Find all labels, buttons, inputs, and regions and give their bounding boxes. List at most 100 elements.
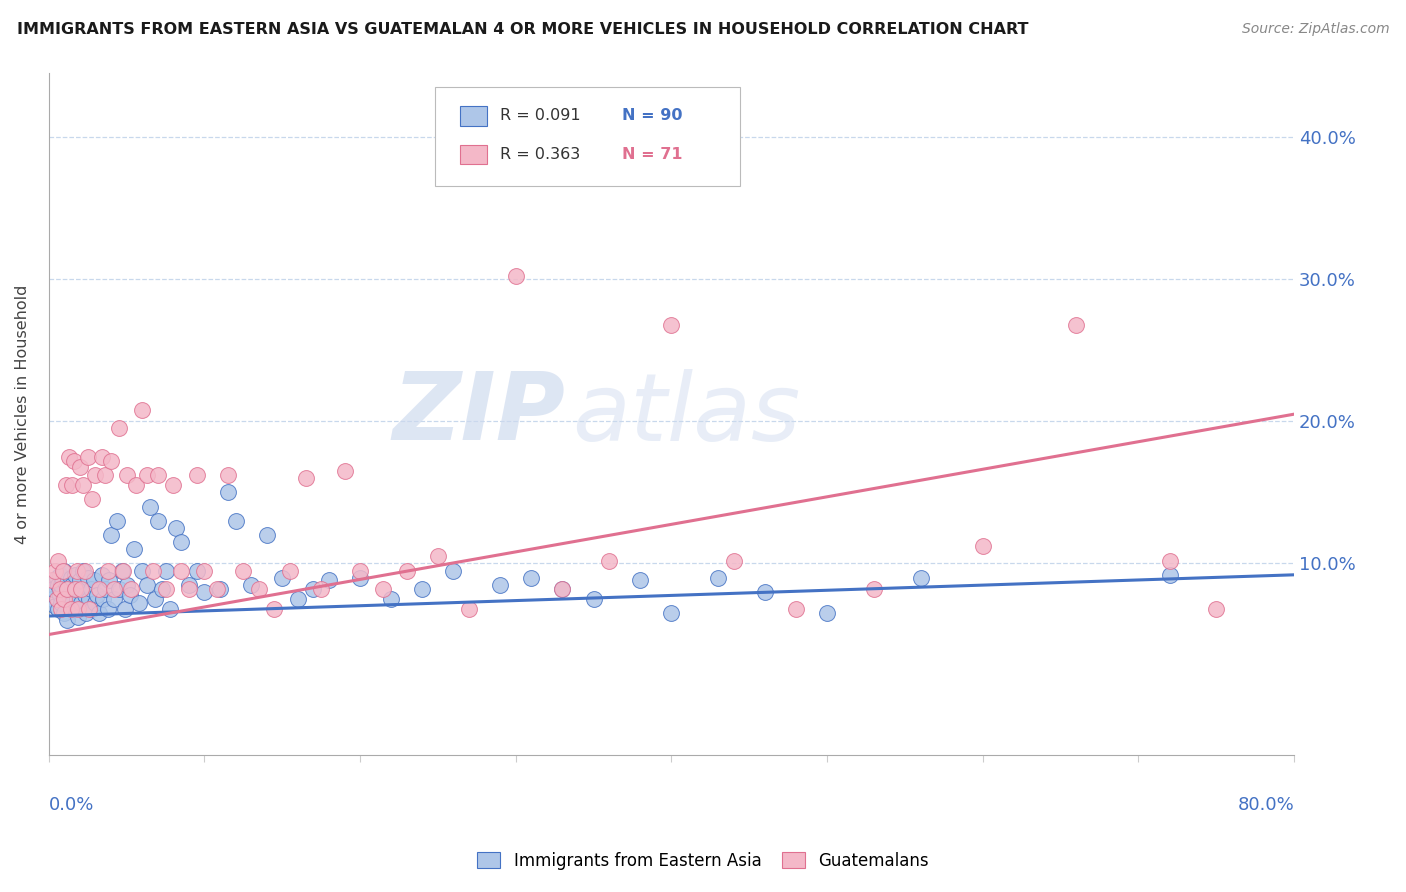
Point [51, 578, 73, 592]
Point [131, 564, 153, 578]
Point [76, 571, 98, 585]
Point [41, 591, 63, 606]
Point [225, 514, 247, 528]
Point [48, 582, 70, 596]
Point [131, 403, 153, 417]
Point [87, 606, 110, 620]
Point [165, 521, 187, 535]
Point [395, 564, 418, 578]
Point [48, 588, 70, 602]
Point [598, 553, 620, 567]
Point [309, 582, 332, 596]
Point [103, 591, 125, 606]
Point [103, 582, 125, 596]
Point [58, 588, 80, 602]
Point [661, 606, 683, 620]
Point [193, 564, 215, 578]
Point [94, 468, 117, 483]
Point [707, 571, 730, 585]
Point [83, 574, 105, 588]
Point [520, 571, 543, 585]
Point [118, 588, 141, 602]
Point [97, 564, 120, 578]
Point [443, 564, 465, 578]
Y-axis label: 4 or more Vehicles in Household: 4 or more Vehicles in Household [15, 285, 30, 544]
Point [53, 564, 76, 578]
Point [84, 468, 107, 483]
Point [60, 578, 83, 592]
Point [56, 582, 79, 596]
Point [63, 567, 86, 582]
Point [90, 450, 112, 464]
Point [55, 478, 77, 492]
Point [910, 571, 932, 585]
Point [52, 564, 75, 578]
Point [135, 468, 157, 483]
Point [62, 602, 84, 616]
Point [170, 564, 193, 578]
Point [205, 582, 228, 596]
Point [112, 564, 135, 578]
Point [82, 602, 104, 616]
Point [177, 578, 200, 592]
Point [505, 269, 527, 284]
Point [114, 602, 136, 616]
Point [146, 468, 169, 483]
Point [551, 582, 574, 596]
Point [349, 571, 371, 585]
Point [44, 564, 66, 578]
Legend: Immigrants from Eastern Asia, Guatemalans: Immigrants from Eastern Asia, Guatemalan… [471, 846, 935, 877]
Point [82, 492, 104, 507]
Point [373, 582, 395, 596]
Point [48, 567, 70, 582]
Point [75, 606, 97, 620]
Point [232, 564, 254, 578]
Text: N = 90: N = 90 [621, 109, 682, 123]
Point [723, 553, 745, 567]
Point [100, 528, 122, 542]
Point [56, 582, 79, 596]
Point [63, 582, 86, 596]
Point [107, 421, 129, 435]
Point [217, 485, 239, 500]
Point [754, 585, 776, 599]
Point [302, 582, 325, 596]
Point [66, 591, 89, 606]
Point [69, 459, 91, 474]
Point [582, 591, 605, 606]
Point [94, 582, 117, 596]
Point [52, 574, 75, 588]
Point [217, 468, 239, 483]
Point [135, 578, 157, 592]
Point [193, 585, 215, 599]
Point [247, 582, 270, 596]
Point [44, 599, 66, 613]
Point [59, 602, 82, 616]
Point [98, 574, 121, 588]
Point [1064, 318, 1087, 332]
Point [143, 591, 166, 606]
Point [125, 478, 148, 492]
Point [815, 606, 838, 620]
Point [66, 564, 89, 578]
Point [66, 582, 89, 596]
Point [111, 564, 134, 578]
Point [278, 564, 301, 578]
Point [972, 540, 994, 554]
Point [46, 578, 69, 592]
Point [53, 606, 76, 620]
Point [67, 602, 90, 616]
Point [115, 578, 138, 592]
Point [294, 471, 316, 485]
Point [59, 571, 82, 585]
Text: IMMIGRANTS FROM EASTERN ASIA VS GUATEMALAN 4 OR MORE VEHICLES IN HOUSEHOLD CORRE: IMMIGRANTS FROM EASTERN ASIA VS GUATEMAL… [17, 22, 1028, 37]
Point [489, 578, 512, 592]
Point [46, 602, 69, 616]
Point [70, 596, 93, 610]
Point [62, 454, 84, 468]
Point [380, 591, 402, 606]
Point [159, 602, 181, 616]
Point [120, 582, 142, 596]
Point [139, 500, 162, 514]
Point [411, 582, 433, 596]
